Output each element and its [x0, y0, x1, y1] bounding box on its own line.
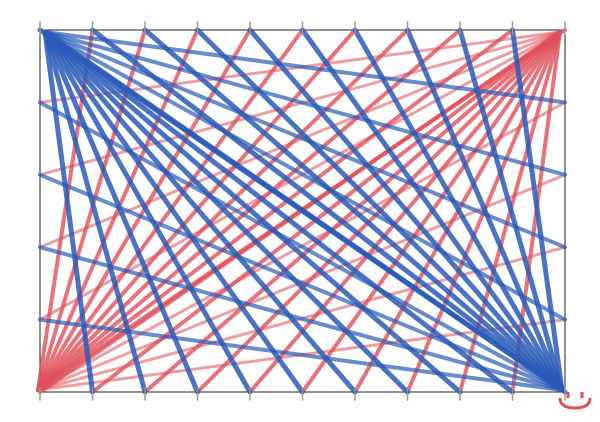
blue-line	[43, 30, 567, 105]
blue-line	[38, 245, 564, 392]
blue-line	[42, 29, 253, 395]
blue-line	[38, 317, 564, 392]
blue-line	[247, 27, 565, 393]
blue-line	[42, 29, 358, 395]
blue-line	[42, 29, 305, 395]
blue-line	[38, 100, 564, 392]
blue-line	[43, 30, 567, 177]
blue-line	[37, 27, 565, 393]
blue-line	[90, 27, 565, 393]
blue-line	[42, 29, 515, 395]
blue-line	[300, 27, 565, 393]
blue-line	[352, 27, 565, 393]
blue-line	[142, 27, 565, 393]
blue-line	[42, 29, 95, 395]
blue-line	[43, 30, 567, 322]
blue-line	[510, 27, 565, 393]
blue-line	[42, 29, 200, 395]
blue-line	[43, 30, 567, 250]
tick-marks	[39, 21, 566, 401]
blue-lines	[37, 27, 568, 395]
blue-line	[42, 29, 463, 395]
blue-line	[38, 172, 564, 392]
smiley-icon	[558, 397, 592, 410]
blue-line	[405, 27, 565, 393]
